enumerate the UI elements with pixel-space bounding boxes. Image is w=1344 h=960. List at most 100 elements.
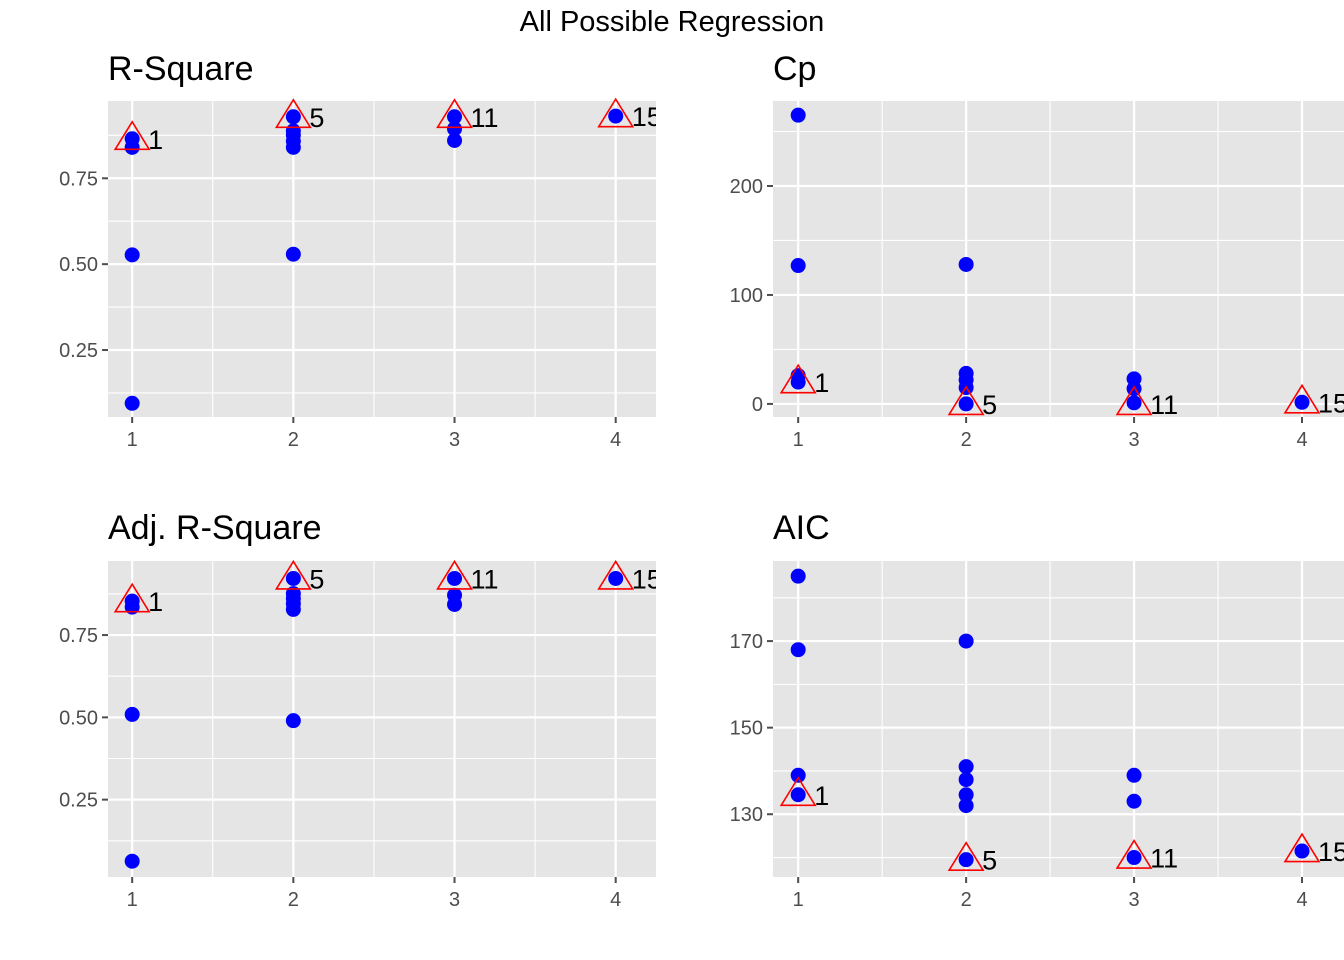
y-tick-label: 0.50 (59, 707, 98, 729)
best-model-triangle (436, 559, 473, 590)
data-point (790, 767, 806, 783)
x-tick-label: 3 (449, 429, 460, 451)
data-point (1126, 793, 1142, 809)
data-point (285, 570, 301, 586)
x-tick-label: 1 (127, 889, 138, 911)
y-tick-label: 0.25 (59, 340, 98, 362)
y-tick-label: 0 (752, 394, 763, 416)
data-point (124, 599, 140, 615)
x-tick-label: 4 (1296, 889, 1307, 911)
best-model-triangle (274, 98, 312, 129)
x-tick-label: 3 (449, 889, 460, 911)
data-point (285, 713, 301, 729)
data-point (790, 107, 806, 123)
data-point (1294, 843, 1310, 859)
data-point (285, 109, 301, 125)
data-point (958, 852, 974, 868)
data-points (124, 570, 624, 869)
best-model-triangle (779, 776, 817, 807)
best-markers: 15 11 15 (779, 776, 1344, 876)
data-point (447, 133, 463, 148)
y-tick-label: 200 (730, 176, 763, 198)
best-model-label: 11 (471, 103, 499, 133)
y-tick-label: 170 (730, 631, 763, 653)
y-tick-label: 150 (730, 718, 763, 740)
best-model-label: 15 (1318, 388, 1344, 418)
data-point (124, 853, 140, 869)
panel-title: Adj. R-Square (108, 509, 322, 547)
best-model-label: 15 (632, 102, 662, 132)
data-points (790, 568, 1310, 868)
data-point (1294, 394, 1310, 410)
best-model-triangle (1115, 838, 1153, 869)
panel-background (108, 101, 656, 417)
best-model-triangle (947, 841, 985, 872)
best-markers: 15 11 15 (779, 363, 1344, 420)
data-point (124, 139, 140, 155)
panel-title: Cp (773, 50, 816, 88)
best-model-label: 11 (1150, 390, 1178, 420)
data-point (790, 642, 806, 658)
x-tick-label: 3 (1129, 429, 1140, 451)
data-point (608, 570, 624, 586)
y-tick-label: 0.75 (59, 168, 98, 190)
best-model-triangle (597, 559, 635, 590)
x-tick-label: 4 (610, 889, 621, 911)
x-tick-label: 2 (961, 429, 972, 451)
data-point (285, 601, 301, 617)
best-model-label: 5 (309, 564, 324, 594)
data-point (608, 108, 624, 124)
data-point (285, 246, 301, 262)
x-tick-label: 1 (127, 429, 138, 451)
data-point (958, 772, 974, 788)
data-point (124, 706, 140, 722)
main-title: All Possible Regression (520, 6, 825, 38)
best-model-label: 1 (148, 125, 163, 155)
best-model-label: 11 (471, 564, 499, 594)
data-point (958, 396, 974, 412)
gridlines (108, 101, 656, 417)
data-point (447, 596, 463, 612)
data-point (790, 258, 806, 274)
data-point (958, 798, 974, 814)
best-model-triangle (1115, 385, 1153, 416)
x-tick-label: 4 (610, 429, 621, 451)
data-point (447, 570, 463, 586)
best-model-triangle (113, 582, 151, 613)
best-model-label: 1 (148, 587, 163, 617)
data-point (790, 787, 806, 803)
best-model-triangle (1283, 383, 1321, 414)
best-model-triangle (274, 559, 312, 590)
best-markers: 15 11 15 (113, 559, 656, 617)
x-tick-label: 2 (288, 429, 299, 451)
x-tick-label: 1 (793, 889, 804, 911)
data-point (124, 247, 140, 263)
x-tick-label: 3 (1129, 889, 1140, 911)
data-point (790, 568, 806, 584)
x-tick-label: 1 (793, 429, 804, 451)
y-tick-label: 100 (730, 285, 763, 307)
x-tick-label: 2 (961, 889, 972, 911)
best-markers: 15 11 15 (113, 97, 662, 155)
panel-title: R-Square (108, 50, 254, 88)
data-point (1126, 850, 1142, 866)
best-model-label: 11 (1150, 844, 1178, 874)
panel-background (108, 561, 656, 877)
best-model-triangle (947, 385, 985, 416)
best-model-label: 5 (982, 390, 997, 420)
data-point (285, 139, 301, 155)
y-tick-label: 0.25 (59, 790, 98, 812)
data-point (958, 633, 974, 649)
data-point (1126, 767, 1142, 783)
x-tick-label: 2 (288, 889, 299, 911)
best-model-triangle (1283, 832, 1321, 863)
data-point (1126, 395, 1142, 411)
data-point (124, 395, 140, 411)
best-model-label: 5 (982, 846, 997, 876)
best-model-label: 5 (309, 103, 324, 133)
